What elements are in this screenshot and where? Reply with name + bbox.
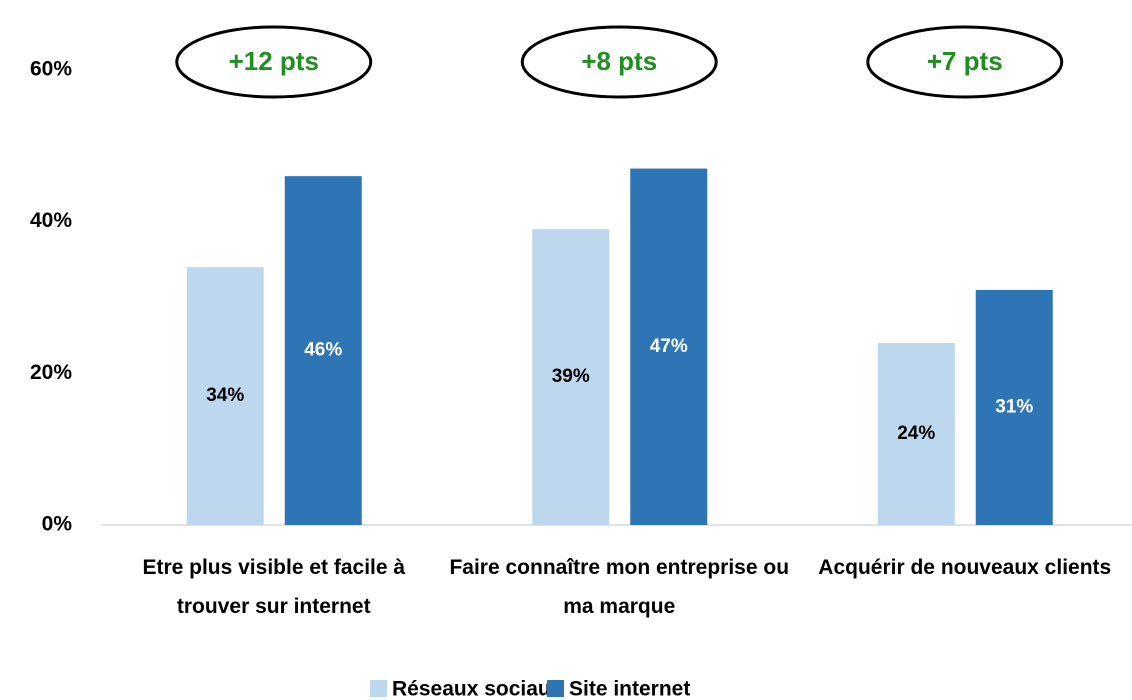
y-tick-label: 60%	[30, 58, 72, 81]
annotation: +12 pts	[229, 46, 319, 76]
legend-swatch	[370, 680, 387, 697]
y-tick-label: 0%	[42, 513, 73, 536]
data-label: 47%	[650, 336, 688, 357]
bar	[532, 229, 610, 525]
annotation-ellipse	[866, 25, 1064, 99]
bar	[975, 289, 1053, 525]
annotation: +7 pts	[927, 46, 1003, 76]
legend-label: Réseaux sociaux	[392, 678, 563, 700]
bar	[284, 176, 362, 525]
bar	[877, 343, 955, 525]
y-tick-label: 20%	[30, 361, 72, 384]
legend-swatch	[547, 680, 564, 697]
annotation: +8 pts	[581, 46, 657, 76]
bar	[630, 168, 708, 526]
data-label: 31%	[995, 396, 1033, 417]
x-tick-label: Acquérir de nouveaux clients	[818, 556, 1112, 579]
x-tick-label: Faire connaître mon entreprise ou ma mar…	[449, 556, 790, 618]
legend-label: Site internet	[569, 678, 690, 700]
bar	[186, 267, 264, 525]
annotation-ellipse	[175, 25, 373, 99]
y-tick-label: 40%	[30, 209, 72, 232]
data-label: 34%	[206, 385, 244, 406]
data-label: 46%	[304, 340, 342, 361]
x-tick-label: Etre plus visible et facile à trouver su…	[142, 556, 406, 618]
data-label: 39%	[552, 366, 590, 387]
data-label: 24%	[897, 423, 935, 444]
annotation-ellipse	[520, 25, 718, 99]
